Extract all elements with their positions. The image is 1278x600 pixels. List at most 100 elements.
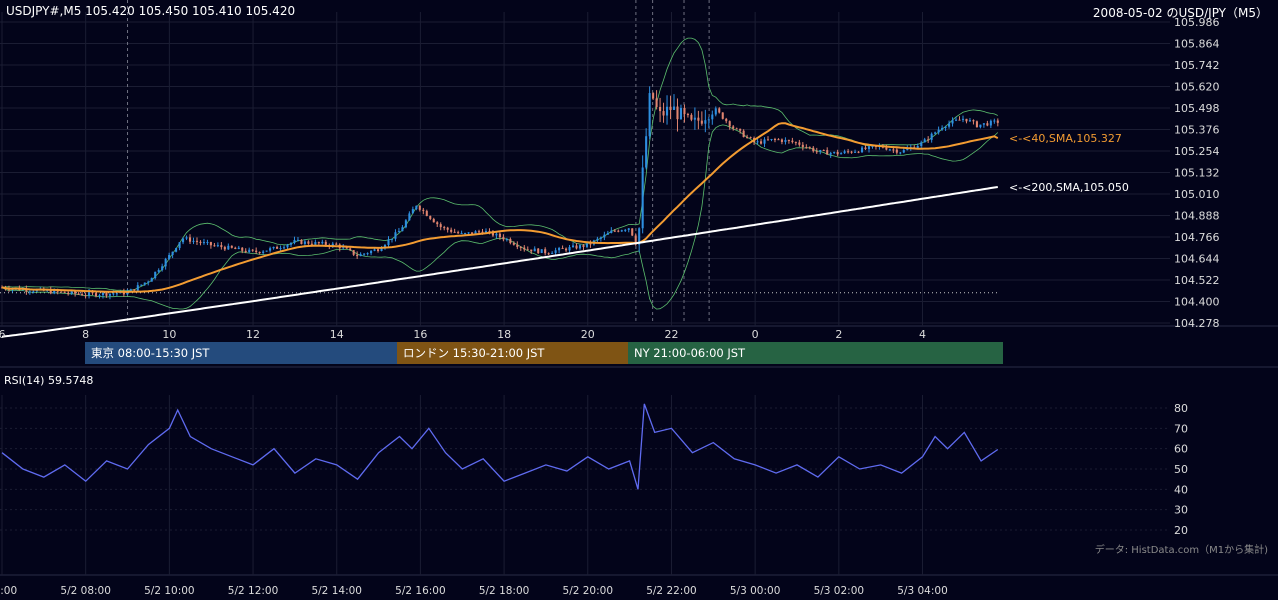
candle-body bbox=[450, 229, 453, 232]
candle-body bbox=[81, 294, 84, 296]
candle-body bbox=[812, 147, 815, 152]
price-tick-label: 105.498 bbox=[1174, 102, 1220, 115]
candle-body bbox=[202, 242, 205, 244]
candle-body bbox=[975, 121, 978, 128]
candle-body bbox=[986, 123, 989, 126]
candle-body bbox=[937, 129, 940, 133]
candle-body bbox=[206, 242, 209, 244]
candle-body bbox=[345, 247, 348, 249]
rsi-panel bbox=[1, 403, 999, 490]
candle-body bbox=[826, 150, 829, 155]
candle-body bbox=[742, 130, 745, 138]
sma40-line bbox=[1, 122, 999, 293]
rsi-time-tick-label: 5/2 22:00 bbox=[646, 585, 697, 597]
candle-body bbox=[888, 149, 891, 151]
time-tick-label: 16 bbox=[413, 328, 427, 341]
rsi-time-tick-label: 5/3 00:00 bbox=[730, 585, 781, 597]
candle-body bbox=[679, 107, 683, 120]
candle-body bbox=[860, 147, 864, 153]
candle-body bbox=[498, 233, 501, 238]
candle-body bbox=[704, 120, 707, 124]
candle-body bbox=[540, 249, 543, 253]
candle-body bbox=[321, 241, 324, 244]
price-tick-label: 105.620 bbox=[1174, 81, 1220, 94]
date-title: 2008-05-02 のUSD/JPY（M5） bbox=[1092, 6, 1268, 20]
candle-body bbox=[150, 278, 153, 282]
candle-body bbox=[801, 144, 804, 148]
candle-body bbox=[129, 289, 132, 292]
candle-body bbox=[28, 291, 31, 293]
candle-body bbox=[105, 292, 108, 296]
candle-body bbox=[404, 220, 407, 228]
rsi-time-tick-label: 5/2 18:00 bbox=[479, 585, 530, 597]
symbol-info: USDJPY#,M5 105.420 105.450 105.410 105.4… bbox=[6, 4, 296, 18]
candle-body bbox=[387, 239, 390, 246]
candle-body bbox=[432, 218, 435, 223]
candle-body bbox=[157, 269, 160, 272]
candle-body bbox=[530, 249, 533, 252]
candle-body bbox=[777, 139, 780, 141]
candle-body bbox=[760, 141, 763, 144]
candle-body bbox=[422, 209, 425, 211]
candle-body bbox=[279, 248, 282, 250]
candle-body bbox=[620, 230, 623, 232]
rsi-tick-label: 20 bbox=[1174, 524, 1188, 537]
moving-averages: <-<40,SMA,105.327 <-<200,SMA,105.050 bbox=[1, 122, 1129, 338]
bollinger-bands bbox=[1, 37, 999, 310]
price-axis: 104.278 104.400 104.522 104.644 104.766 104.8… bbox=[1174, 16, 1220, 537]
candle-body bbox=[732, 126, 735, 129]
candle-body bbox=[429, 216, 432, 219]
candle-body bbox=[669, 106, 672, 110]
candle-body bbox=[655, 98, 658, 107]
session-band-ny: NY 21:00-06:00 JST bbox=[628, 342, 1003, 364]
candle-body bbox=[335, 243, 338, 245]
price-tick-label: 104.522 bbox=[1174, 274, 1220, 287]
candle-body bbox=[944, 126, 947, 128]
candle-body bbox=[749, 137, 752, 139]
candle-body bbox=[773, 139, 777, 141]
candle-body bbox=[672, 106, 676, 110]
candle-body bbox=[850, 151, 853, 153]
candle-body bbox=[906, 148, 909, 151]
sma200-label: <-<200,SMA,105.050 bbox=[1009, 181, 1129, 194]
candle-body bbox=[185, 237, 188, 239]
candle-body bbox=[195, 240, 199, 242]
candle-body bbox=[436, 222, 439, 225]
candle-body bbox=[561, 247, 564, 249]
candle-body bbox=[49, 290, 52, 294]
rsi-tick-label: 60 bbox=[1174, 443, 1188, 456]
candle-body bbox=[74, 291, 77, 294]
candle-body bbox=[941, 127, 944, 130]
candle-body bbox=[171, 251, 174, 256]
candle-body bbox=[276, 246, 279, 249]
candle-body bbox=[467, 232, 470, 234]
price-tick-label: 104.278 bbox=[1174, 317, 1220, 330]
candle-body bbox=[885, 147, 888, 150]
candle-body bbox=[829, 152, 832, 155]
candle-body bbox=[317, 242, 320, 244]
candle-body bbox=[634, 235, 637, 245]
rsi-tick-label: 40 bbox=[1174, 483, 1188, 496]
candle-body bbox=[251, 249, 254, 251]
candle-body bbox=[686, 114, 689, 116]
rsi-time-tick-label: 5/2 12:00 bbox=[228, 585, 279, 597]
candle-body bbox=[551, 252, 554, 254]
time-tick-label: 10 bbox=[162, 328, 176, 341]
candle-body bbox=[342, 247, 345, 249]
candle-body bbox=[70, 291, 73, 294]
candle-body bbox=[822, 150, 825, 152]
time-tick-label: 20 bbox=[581, 328, 595, 341]
candle-body bbox=[394, 232, 397, 239]
candle-body bbox=[147, 281, 150, 283]
candle-body bbox=[836, 151, 839, 155]
candle-body bbox=[115, 293, 118, 295]
rsi-time-tick-label: 5/2 10:00 bbox=[144, 585, 195, 597]
candle-body bbox=[784, 140, 787, 142]
sma40-label: <-<40,SMA,105.327 bbox=[1009, 132, 1122, 145]
rsi-tick-label: 50 bbox=[1174, 463, 1188, 476]
candle-body bbox=[847, 151, 850, 153]
candle-body bbox=[582, 245, 585, 247]
candle-body bbox=[899, 152, 902, 154]
candle-body bbox=[241, 247, 244, 251]
price-tick-label: 105.864 bbox=[1174, 38, 1220, 51]
